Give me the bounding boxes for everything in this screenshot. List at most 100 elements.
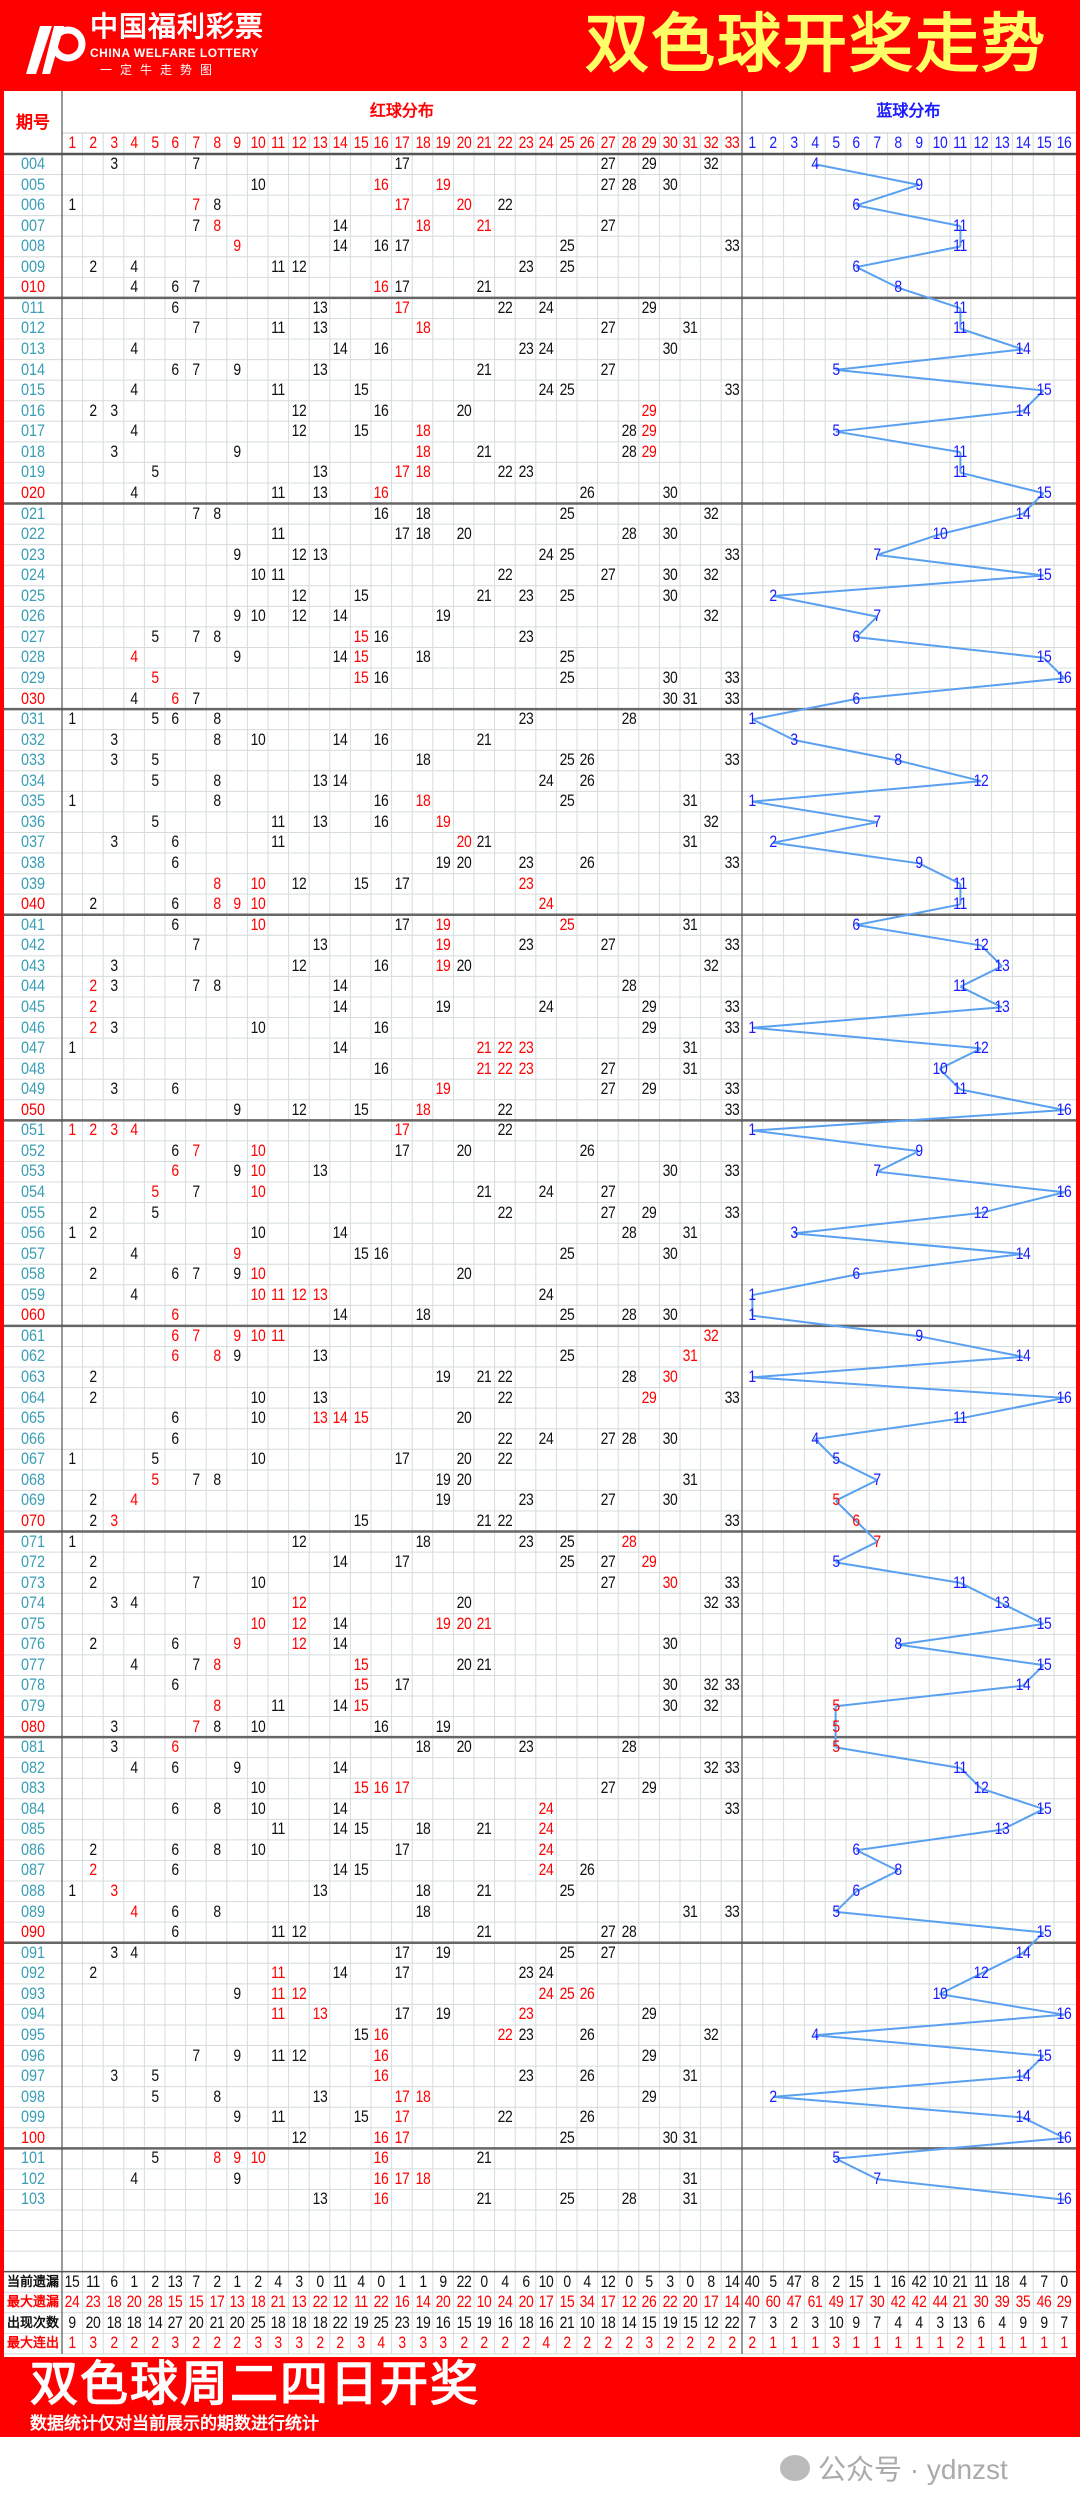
red-stat-value: 15 (167, 2292, 183, 2312)
blue-ball-number: 12 (973, 770, 989, 790)
red-stat-value: 21 (559, 2312, 575, 2332)
red-column-number: 13 (312, 133, 327, 152)
red-ball-number: 9 (233, 359, 241, 379)
red-ball-number: 27 (600, 215, 616, 235)
red-ball-number: 22 (497, 462, 513, 482)
red-stat-value: 14 (415, 2292, 430, 2312)
blue-ball-number: 15 (1036, 1922, 1051, 1942)
red-ball-number: 14 (332, 1305, 348, 1325)
red-ball-number: 28 (621, 174, 636, 194)
red-ball-number: 24 (538, 770, 554, 790)
red-stat-value: 17 (600, 2292, 616, 2312)
red-ball-number: 3 (109, 400, 118, 420)
blue-ball-number: 10 (932, 1983, 947, 2003)
blue-stat-value: 11 (974, 2271, 989, 2291)
red-ball-number: 28 (621, 1531, 636, 1551)
red-ball-number: 24 (538, 544, 554, 564)
blue-ball-number: 14 (1015, 339, 1031, 359)
red-stat-value: 16 (538, 2312, 554, 2332)
red-ball-number: 30 (662, 174, 678, 194)
blue-stat-value: 21 (953, 2292, 968, 2312)
red-ball-number: 21 (476, 1182, 492, 1201)
red-column-number: 5 (151, 133, 159, 152)
red-ball-number: 23 (518, 709, 533, 729)
blue-trend-segment (835, 1684, 1023, 1708)
red-ball-number: 24 (538, 380, 554, 400)
red-stat-value: 7 (192, 2271, 200, 2291)
red-ball-number: 33 (724, 853, 739, 873)
blue-trend-segment (834, 1499, 858, 1522)
red-ball-number: 13 (312, 2189, 327, 2209)
period-label: 059 (20, 1284, 46, 1304)
blue-stat-value: 16 (890, 2271, 906, 2291)
red-ball-number: 25 (559, 2127, 575, 2147)
red-ball-number: 10 (250, 1387, 266, 1407)
red-stat-value: 2 (480, 2333, 489, 2353)
red-ball-number: 10 (250, 606, 266, 626)
red-ball-number: 33 (724, 544, 739, 564)
welfare-lottery-logo-icon (26, 26, 86, 74)
red-ball-number: 20 (456, 524, 472, 544)
blue-stat-value: 1 (769, 2333, 778, 2353)
blue-ball-number: 15 (1036, 1613, 1051, 1633)
red-stat-value: 2 (192, 2333, 200, 2353)
red-ball-number: 31 (682, 1469, 698, 1489)
blue-stat-value: 4 (894, 2312, 902, 2332)
red-ball-number: 27 (600, 1942, 616, 1962)
red-ball-number: 17 (394, 1942, 410, 1962)
red-ball-number: 21 (476, 1613, 492, 1633)
red-ball-number: 27 (600, 154, 616, 173)
blue-ball-number: 16 (1057, 668, 1072, 687)
period-label: 066 (20, 1428, 46, 1448)
red-ball-number: 2 (89, 1264, 97, 1284)
red-ball-number: 33 (724, 1017, 739, 1037)
blue-trend-segment (773, 841, 919, 865)
red-stat-value: 4 (357, 2271, 365, 2291)
period-label: 090 (20, 1922, 46, 1942)
blue-trend-segment (1022, 492, 1045, 515)
red-ball-number: 2 (89, 1017, 97, 1037)
red-ball-number: 27 (600, 1428, 616, 1448)
blue-ball-number: 5 (831, 1552, 840, 1572)
blue-stat-value: 30 (869, 2292, 885, 2312)
red-stat-value: 15 (682, 2312, 698, 2332)
blue-ball-number: 7 (873, 2168, 882, 2188)
period-label: 036 (20, 811, 46, 831)
blue-ball-number: 6 (852, 626, 861, 646)
red-ball-number: 33 (724, 1099, 739, 1119)
red-ball-number: 13 (312, 770, 327, 790)
blue-stat-value: 21 (953, 2271, 968, 2291)
red-ball-number: 30 (662, 585, 678, 605)
red-ball-number: 25 (559, 1983, 575, 2003)
red-stat-value: 21 (270, 2292, 286, 2312)
blue-trend-segment (1022, 1931, 1045, 1954)
red-ball-number: 6 (171, 1161, 180, 1181)
red-ball-number: 25 (559, 1346, 575, 1366)
red-stat-value: 14 (724, 2271, 739, 2291)
red-ball-number: 29 (641, 1778, 657, 1798)
red-ball-number: 11 (271, 1325, 286, 1345)
blue-ball-number: 16 (1057, 1182, 1072, 1201)
red-ball-number: 10 (250, 1182, 266, 1201)
red-ball-number: 6 (171, 1798, 180, 1818)
red-stat-value: 11 (353, 2292, 368, 2312)
blue-stat-value: 2 (956, 2333, 965, 2353)
red-ball-number: 22 (497, 565, 513, 585)
red-ball-number: 23 (518, 462, 533, 482)
red-ball-number: 19 (435, 853, 451, 873)
period-label: 087 (20, 1860, 46, 1880)
red-stat-value: 25 (373, 2312, 389, 2332)
red-ball-number: 33 (724, 996, 739, 1016)
blue-trend-segment (834, 1890, 858, 1913)
blue-ball-number: 7 (873, 811, 882, 831)
red-ball-number: 26 (579, 853, 595, 873)
blue-trend-segment (814, 1417, 961, 1440)
blue-trend-segment (918, 1335, 1023, 1358)
red-ball-number: 25 (559, 585, 575, 605)
blue-ball-number: 14 (1015, 2066, 1031, 2086)
red-ball-number: 23 (518, 1963, 533, 1983)
red-ball-number: 14 (332, 976, 348, 996)
red-ball-number: 25 (559, 647, 575, 667)
period-label: 031 (20, 709, 46, 729)
blue-ball-number: 4 (811, 2024, 819, 2044)
